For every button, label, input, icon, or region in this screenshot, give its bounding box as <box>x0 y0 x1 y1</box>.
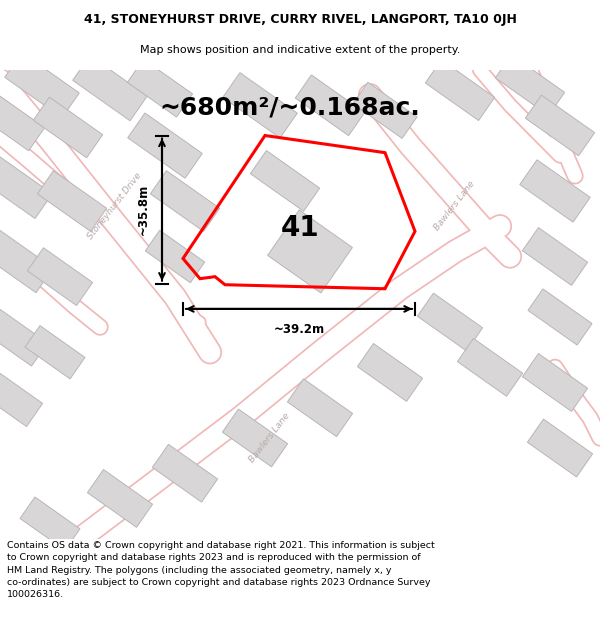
Polygon shape <box>37 171 107 231</box>
Polygon shape <box>20 497 80 550</box>
Polygon shape <box>418 293 482 351</box>
Polygon shape <box>287 379 353 437</box>
Polygon shape <box>223 72 297 138</box>
Text: Bawlers Lane: Bawlers Lane <box>433 179 477 232</box>
Text: 41, STONEYHURST DRIVE, CURRY RIVEL, LANGPORT, TA10 0JH: 41, STONEYHURST DRIVE, CURRY RIVEL, LANG… <box>83 13 517 26</box>
Text: Map shows position and indicative extent of the property.: Map shows position and indicative extent… <box>140 46 460 56</box>
Polygon shape <box>523 228 587 286</box>
Polygon shape <box>223 409 287 467</box>
Polygon shape <box>528 289 592 345</box>
Polygon shape <box>250 151 320 211</box>
Polygon shape <box>496 55 565 116</box>
Polygon shape <box>527 419 593 477</box>
Text: Stoneyhurst Drive: Stoneyhurst Drive <box>86 171 144 241</box>
Polygon shape <box>295 75 365 136</box>
Polygon shape <box>457 339 523 396</box>
Polygon shape <box>353 82 417 138</box>
Polygon shape <box>520 160 590 222</box>
Polygon shape <box>28 248 92 306</box>
Polygon shape <box>73 56 147 121</box>
Text: ~680m²/~0.168ac.: ~680m²/~0.168ac. <box>160 95 421 119</box>
Polygon shape <box>0 90 44 151</box>
Polygon shape <box>25 326 85 379</box>
Polygon shape <box>152 444 218 502</box>
Polygon shape <box>268 210 352 293</box>
Polygon shape <box>5 52 79 118</box>
Polygon shape <box>151 171 220 231</box>
Polygon shape <box>0 153 52 219</box>
Polygon shape <box>127 59 193 117</box>
Polygon shape <box>523 354 587 411</box>
Text: ~35.8m: ~35.8m <box>137 184 150 235</box>
Polygon shape <box>526 95 595 156</box>
Text: Contains OS data © Crown copyright and database right 2021. This information is : Contains OS data © Crown copyright and d… <box>7 541 435 599</box>
Polygon shape <box>358 344 422 401</box>
Polygon shape <box>0 369 43 426</box>
Text: 41: 41 <box>281 214 319 243</box>
Polygon shape <box>0 231 53 292</box>
Text: Bawlers Lane: Bawlers Lane <box>248 411 292 464</box>
Text: ~39.2m: ~39.2m <box>274 323 325 336</box>
Polygon shape <box>425 60 494 121</box>
Polygon shape <box>145 230 205 282</box>
Polygon shape <box>128 113 202 178</box>
Polygon shape <box>34 97 103 158</box>
Polygon shape <box>0 308 47 366</box>
Polygon shape <box>88 469 152 528</box>
